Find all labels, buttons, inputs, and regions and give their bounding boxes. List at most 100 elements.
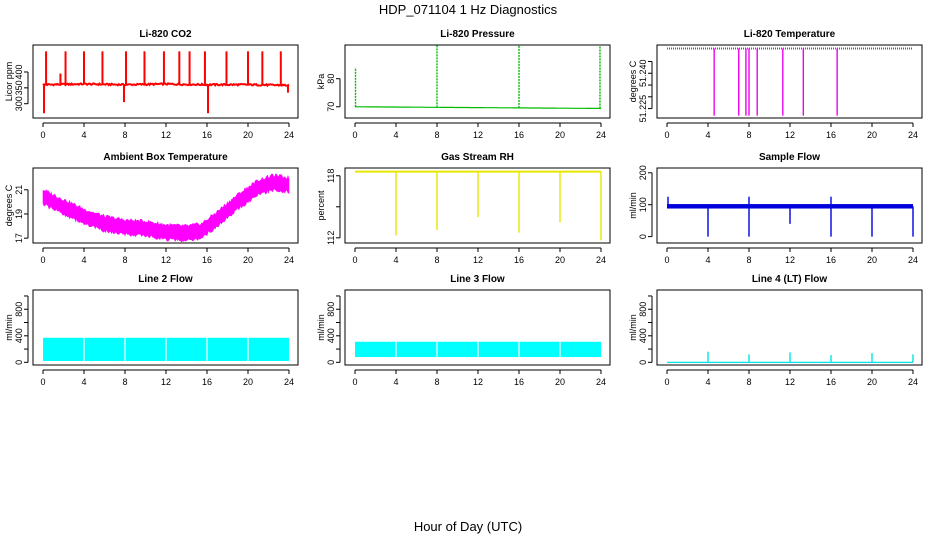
x-tick-label: 16 [202, 377, 212, 387]
y-axis-label: ml/min [316, 314, 326, 341]
y-tick-label: 0 [638, 234, 648, 239]
x-tick-label: 16 [826, 377, 836, 387]
chart-panel-4: Ambient Box Temperature degrees C 0 4 8 12 16 2… [4, 152, 299, 265]
x-tick-label: 16 [826, 130, 836, 140]
plot-frame [344, 167, 611, 244]
chart-panel-5: Gas Stream RH percent 0 4 8 12 16 20 24 112 118 [316, 152, 611, 265]
x-tick-label: 12 [785, 255, 795, 265]
x-tick-label: 24 [596, 377, 606, 387]
x-tick-label: 24 [284, 130, 294, 140]
x-tick-label: 20 [867, 377, 877, 387]
x-tick-label: 0 [40, 255, 45, 265]
series-line [42, 82, 290, 88]
x-tick-label: 0 [352, 377, 357, 387]
x-tick-label: 0 [352, 255, 357, 265]
x-tick-label: 12 [161, 130, 171, 140]
x-tick-label: 20 [555, 255, 565, 265]
y-tick-label: 118 [326, 169, 336, 183]
y-tick-label: 800 [638, 302, 648, 317]
x-tick-label: 24 [908, 130, 918, 140]
y-tick-label: 400 [638, 328, 648, 343]
panel-title: Ambient Box Temperature [103, 152, 228, 163]
x-tick-label: 16 [514, 255, 524, 265]
x-tick-label: 24 [596, 255, 606, 265]
chart-panel-7: Line 2 Flow ml/min 0 4 8 12 16 20 24 0 400 800 [4, 274, 299, 387]
x-tick-label: 8 [746, 377, 751, 387]
plot-frame [656, 44, 923, 119]
x-tick-label: 8 [434, 255, 439, 265]
data-layer [43, 337, 289, 362]
plot-frame [32, 167, 299, 244]
panel-title: Line 3 Flow [450, 274, 505, 285]
y-axis-label: ml/min [4, 314, 14, 341]
x-tick-label: 8 [122, 377, 127, 387]
y-tick-label: 112 [326, 231, 336, 245]
y-tick-label: 350 [14, 80, 24, 95]
temperature-band [42, 173, 290, 243]
plot-frame [656, 289, 923, 366]
chart-panel-6: Sample Flow ml/min 0 4 8 12 16 20 24 0 100 200 [628, 152, 923, 265]
x-tick-label: 8 [434, 377, 439, 387]
x-tick-label: 4 [393, 255, 398, 265]
y-tick-label: 100 [638, 197, 648, 212]
chart-panel-9: Line 4 (LT) Flow ml/min 0 4 8 12 16 20 24 0 400 800 [628, 274, 923, 387]
x-tick-label: 8 [746, 130, 751, 140]
y-tick-label: 400 [14, 64, 24, 79]
data-layer [42, 51, 290, 114]
x-tick-label: 24 [908, 255, 918, 265]
plot-frame [656, 167, 923, 244]
x-tick-label: 20 [867, 255, 877, 265]
panel-title: Sample Flow [759, 152, 820, 163]
x-tick-label: 4 [393, 377, 398, 387]
y-tick-label: 800 [326, 302, 336, 317]
y-tick-label: 300 [14, 96, 24, 111]
x-tick-label: 16 [514, 377, 524, 387]
figure-title: HDP_071104 1 Hz Diagnostics [379, 2, 558, 17]
x-tick-label: 0 [664, 130, 669, 140]
x-tick-label: 24 [284, 255, 294, 265]
x-tick-label: 4 [705, 255, 710, 265]
data-layer [42, 173, 290, 243]
data-layer [667, 351, 914, 363]
chart-panel-2: Li-820 Pressure kPa 0 4 8 12 16 20 24 70 80 [316, 29, 611, 140]
x-tick-label: 8 [122, 130, 127, 140]
x-tick-label: 0 [664, 255, 669, 265]
y-tick-label: 200 [638, 165, 648, 180]
x-tick-label: 4 [705, 130, 710, 140]
series-line [355, 106, 602, 110]
data-layer [667, 196, 914, 237]
x-tick-label: 16 [826, 255, 836, 265]
x-tick-label: 20 [555, 130, 565, 140]
x-tick-label: 24 [284, 377, 294, 387]
x-tick-label: 12 [473, 130, 483, 140]
x-tick-label: 4 [81, 130, 86, 140]
x-tick-label: 20 [243, 255, 253, 265]
panel-title: Line 4 (LT) Flow [752, 274, 828, 285]
x-tick-label: 20 [555, 377, 565, 387]
x-tick-label: 16 [202, 130, 212, 140]
x-tick-label: 24 [596, 130, 606, 140]
x-tick-label: 16 [514, 130, 524, 140]
panel-title: Li-820 Pressure [440, 29, 515, 40]
x-tick-label: 12 [161, 377, 171, 387]
x-tick-label: 8 [746, 255, 751, 265]
plot-frame [344, 289, 611, 366]
data-layer [667, 47, 913, 116]
y-tick-label: 70 [326, 102, 336, 112]
plot-frame [32, 44, 299, 119]
x-tick-label: 12 [785, 130, 795, 140]
x-tick-label: 20 [867, 130, 877, 140]
y-tick-label: 400 [326, 328, 336, 343]
y-axis-label: ml/min [628, 314, 638, 341]
y-axis-label: Licor ppm [4, 62, 14, 102]
x-tick-label: 0 [664, 377, 669, 387]
y-tick-label: 0 [638, 360, 648, 365]
y-tick-label: 80 [326, 74, 336, 84]
x-tick-label: 24 [908, 377, 918, 387]
x-tick-label: 12 [161, 255, 171, 265]
y-tick-label: 400 [14, 328, 24, 343]
y-tick-label: 21 [14, 185, 24, 195]
y-tick-label: 19 [14, 209, 24, 219]
